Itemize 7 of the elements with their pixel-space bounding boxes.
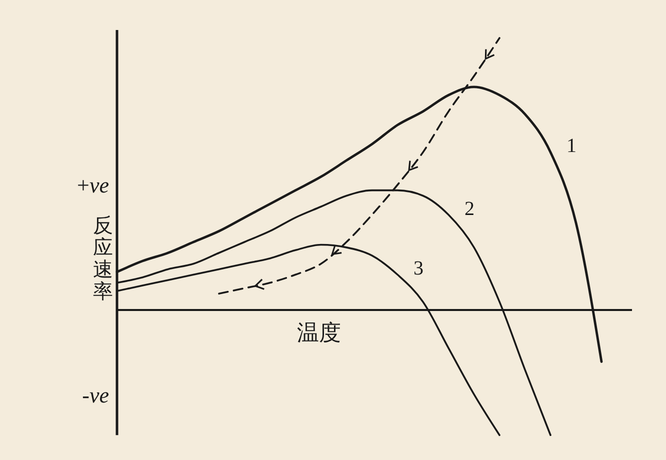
y-axis-title: 反应速率: [93, 213, 113, 303]
text: -ve: [82, 382, 110, 408]
series-label: 3: [414, 258, 424, 280]
series-label: 2: [464, 198, 474, 220]
x-axis-title: 温度: [297, 321, 341, 346]
series-label: 1: [566, 135, 576, 158]
text: +ve: [77, 172, 110, 198]
